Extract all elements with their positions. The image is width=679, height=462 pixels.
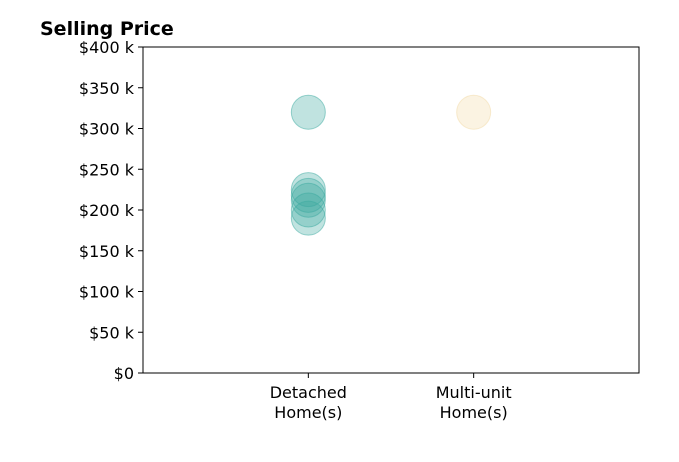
- y-tick-label: $50 k: [89, 323, 135, 342]
- y-tick-label: $300 k: [79, 120, 135, 139]
- y-tick-label: $400 k: [79, 38, 135, 57]
- scatter-point: [290, 182, 326, 218]
- x-axis: Detached Home(s) Multi-unit Home(s): [270, 373, 512, 422]
- y-tick-label: $200 k: [79, 201, 135, 220]
- y-tick-label: $100 k: [79, 283, 135, 302]
- chart-title: Selling Price: [40, 18, 174, 40]
- x-tick-label: Multi-unit Home(s): [436, 383, 512, 422]
- y-tick-label: $350 k: [79, 79, 135, 98]
- y-tick-label: $250 k: [79, 160, 135, 179]
- scatter-point: [290, 192, 326, 228]
- scatter-point: [290, 200, 326, 236]
- y-tick-label: $0: [114, 364, 134, 383]
- plot-frame: [142, 46, 640, 374]
- scatter-point: [290, 94, 326, 130]
- scatter-point: [456, 94, 492, 130]
- y-tick-label: $150 k: [79, 242, 135, 261]
- data-points: [290, 94, 492, 236]
- x-tick-label: Detached Home(s): [270, 383, 347, 422]
- y-axis: $0 $50 k $100 k $150 k $200 k $250 k $300 k $35…: [79, 38, 143, 383]
